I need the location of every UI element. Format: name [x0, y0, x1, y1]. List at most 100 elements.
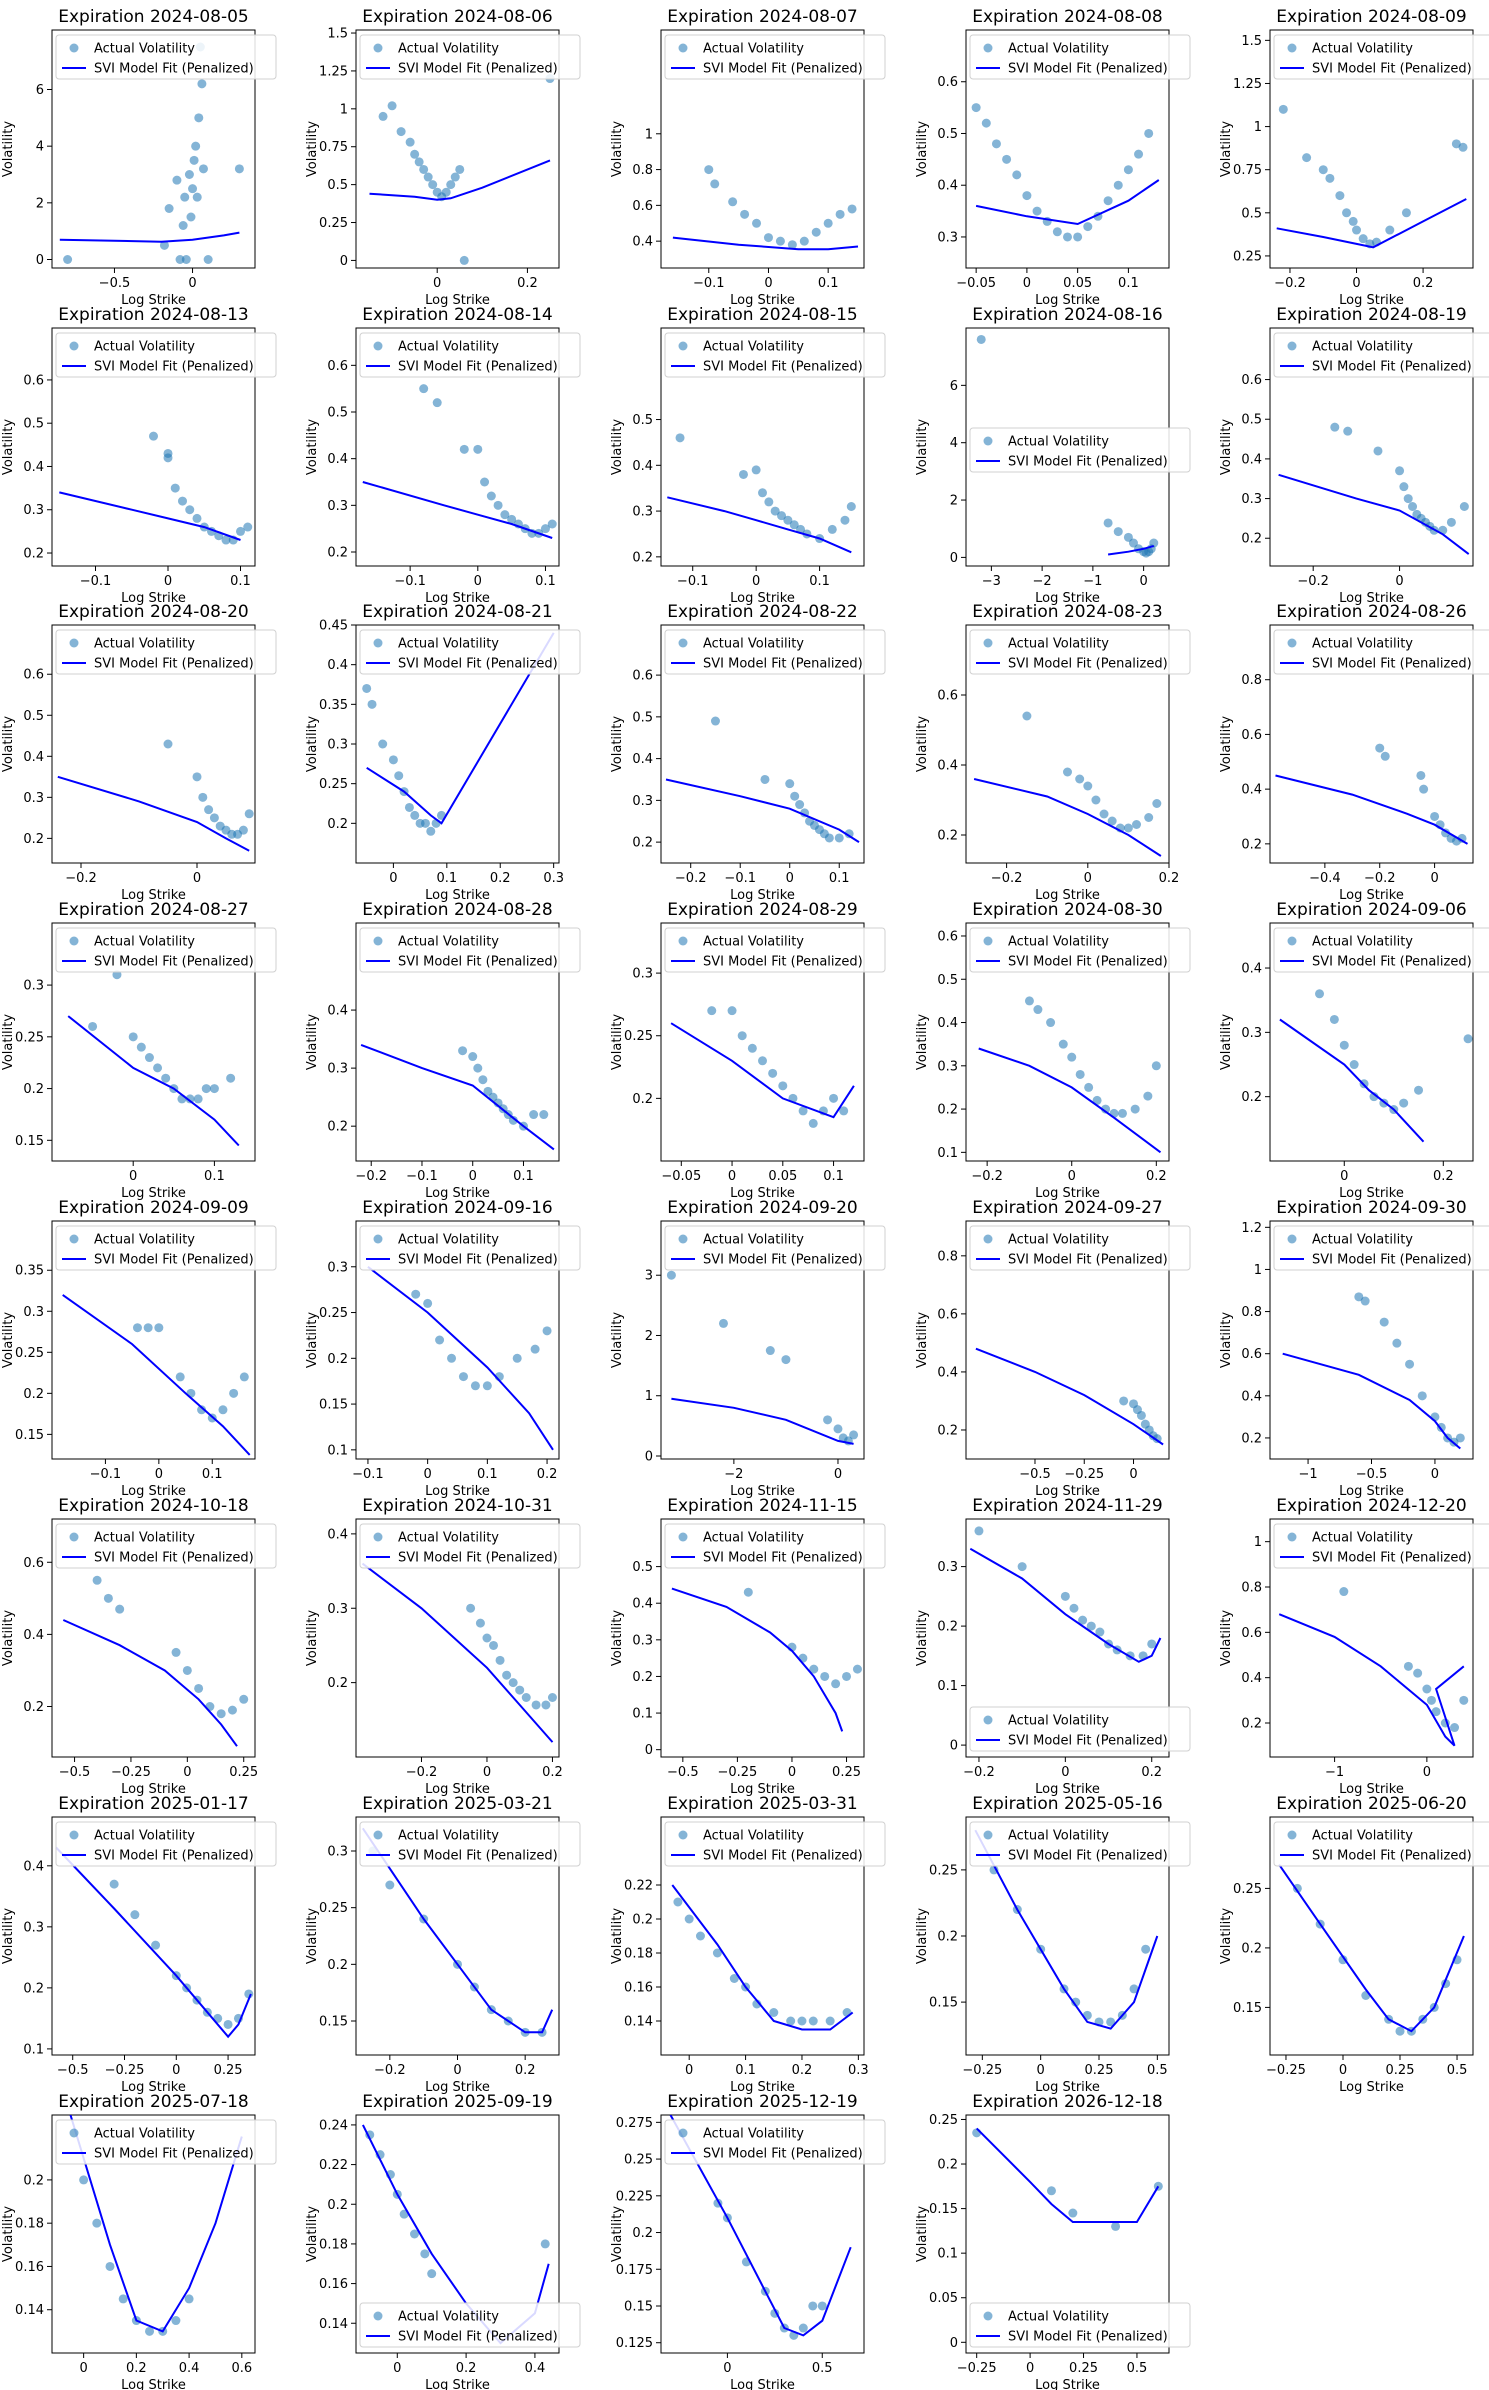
- actual-point: [1144, 813, 1154, 822]
- actual-point: [783, 515, 793, 525]
- legend-label-actual: Actual Volatility: [1312, 340, 1413, 355]
- y-tick-label: 0.4: [632, 235, 653, 250]
- subplot-title: Expiration 2024-08-30: [972, 900, 1163, 920]
- legend: Actual Volatility SVI Model Fit (Penalize…: [664, 1821, 886, 1867]
- actual-point: [103, 1593, 113, 1603]
- actual-point: [1067, 1052, 1077, 1062]
- y-tick-label: 0.6: [632, 199, 653, 214]
- actual-point: [743, 1587, 753, 1597]
- actual-point: [777, 511, 787, 521]
- actual-point: [480, 477, 490, 487]
- actual-point: [185, 505, 195, 515]
- y-axis-label: Volatility: [1219, 121, 1234, 177]
- x-tick-label: 0.5: [812, 2361, 833, 2376]
- y-tick-label: 0.2: [937, 829, 958, 844]
- x-tick-label: 0: [1431, 1467, 1439, 1482]
- actual-point: [1459, 1695, 1469, 1705]
- actual-point: [185, 1094, 195, 1104]
- actual-point: [1430, 811, 1440, 821]
- actual-point: [1106, 2017, 1116, 2027]
- actual-point: [226, 1073, 236, 1083]
- actual-point: [175, 1372, 185, 1382]
- actual-point: [770, 506, 780, 516]
- legend-marker-actual: [69, 638, 79, 648]
- actual-point: [852, 1664, 862, 1674]
- x-tick-label: 0.1: [436, 871, 457, 886]
- x-tick-label: −0.1: [352, 1467, 384, 1482]
- y-axis-label: Volatility: [610, 2206, 625, 2262]
- x-tick-label: 0.1: [477, 1467, 498, 1482]
- legend: Actual Volatility SVI Model Fit (Penalize…: [1273, 332, 1489, 378]
- actual-point: [712, 1948, 722, 1958]
- y-tick-label: 0.4: [23, 1859, 44, 1874]
- x-tick-label: 0: [172, 2063, 180, 2078]
- svi-fit-line: [667, 496, 852, 554]
- y-tick-label: 0.3: [937, 1560, 958, 1575]
- actual-point: [1329, 1014, 1339, 1024]
- legend-box: [969, 629, 1191, 675]
- y-tick-label: 0.225: [616, 2189, 653, 2204]
- actual-point: [1141, 1944, 1151, 1954]
- legend-marker-actual: [373, 1234, 383, 1244]
- svi-fit-line: [975, 1347, 1164, 1446]
- x-tick-label: −1: [1083, 574, 1102, 589]
- subplot-27: Expiration 2024-10-31 −0.2 0 0.2 0.2 0.3 0.4 Lo…: [305, 1496, 581, 1797]
- subplot-title: Expiration 2024-08-16: [972, 305, 1163, 325]
- plot-area: [362, 384, 557, 539]
- legend-label-fit: SVI Model Fit (Penalized): [703, 1253, 863, 1268]
- actual-point: [1352, 225, 1362, 235]
- actual-point: [191, 141, 201, 151]
- y-tick-label: 0.2: [327, 817, 348, 832]
- legend-box: [1273, 1225, 1489, 1271]
- legend-label-actual: Actual Volatility: [1008, 1714, 1109, 1729]
- actual-point: [493, 500, 503, 510]
- legend: Actual Volatility SVI Model Fit (Penalize…: [359, 1225, 581, 1271]
- y-axis-label: Volatility: [610, 1610, 625, 1666]
- actual-point: [170, 483, 180, 493]
- x-tick-label: 0: [483, 1765, 491, 1780]
- y-tick-label: 0.16: [624, 1981, 653, 1996]
- legend-marker-actual: [373, 1830, 383, 1840]
- actual-point: [531, 1700, 541, 1710]
- svi-fit-line: [55, 1846, 252, 2039]
- legend: Actual Volatility SVI Model Fit (Penalize…: [1273, 1225, 1489, 1271]
- legend-marker-actual: [983, 638, 993, 648]
- y-tick-label: 0.2: [23, 547, 44, 562]
- x-tick-label: −0.25: [1064, 1467, 1104, 1482]
- legend-box: [359, 2302, 581, 2348]
- legend-label-actual: Actual Volatility: [94, 637, 195, 652]
- actual-point: [459, 255, 469, 265]
- actual-point: [1354, 1292, 1364, 1302]
- x-tick-label: −1: [1298, 1467, 1317, 1482]
- x-tick-label: 0.1: [809, 574, 830, 589]
- x-tick-label: 0.25: [1069, 2361, 1098, 2376]
- plot-area: [666, 1270, 859, 1446]
- legend-marker-actual: [983, 1715, 993, 1725]
- legend-box: [664, 1225, 886, 1271]
- actual-point: [161, 1073, 171, 1083]
- y-tick-label: 0.16: [15, 2260, 44, 2275]
- subplot-title: Expiration 2024-08-28: [362, 900, 553, 920]
- y-tick-label: 0.5: [23, 709, 44, 724]
- y-tick-label: 0.8: [937, 1249, 958, 1264]
- legend-label-actual: Actual Volatility: [1008, 637, 1109, 652]
- x-tick-label: −0.1: [677, 574, 709, 589]
- y-tick-label: 0.3: [23, 979, 44, 994]
- legend-label-actual: Actual Volatility: [94, 1531, 195, 1546]
- legend-box: [664, 2119, 886, 2165]
- x-axis-label: Log Strike: [1339, 2080, 1404, 2095]
- x-tick-label: 0: [764, 276, 772, 291]
- y-tick-label: 0.4: [327, 658, 348, 673]
- plot-area: [975, 1347, 1164, 1446]
- subplot-title: Expiration 2024-08-07: [667, 7, 858, 27]
- actual-point: [204, 805, 214, 815]
- actual-point: [1385, 225, 1395, 235]
- legend: Actual Volatility SVI Model Fit (Penalize…: [359, 629, 581, 675]
- x-tick-label: −3: [982, 574, 1001, 589]
- plot-area: [978, 996, 1162, 1154]
- y-tick-label: 0.25: [319, 1901, 348, 1916]
- legend-label-fit: SVI Model Fit (Penalized): [703, 360, 863, 375]
- legend-box: [55, 1225, 277, 1271]
- actual-point: [455, 164, 465, 174]
- actual-point: [1152, 799, 1162, 808]
